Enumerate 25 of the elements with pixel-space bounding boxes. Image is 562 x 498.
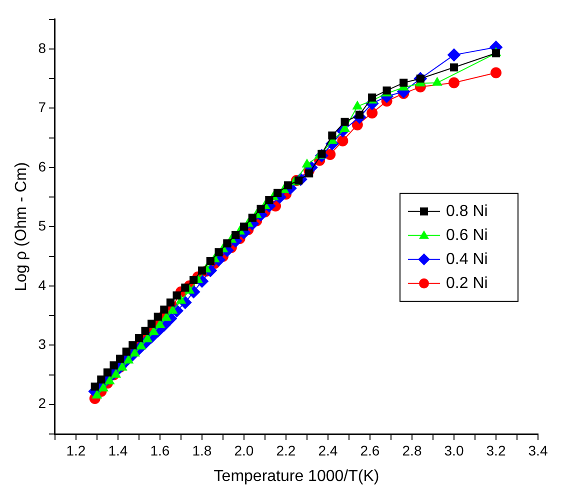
x-tick-label: 2.0 (234, 442, 254, 458)
legend-label: 0.6 Ni (446, 226, 488, 244)
legend-label: 0.2 Ni (446, 274, 488, 292)
x-tick-label: 1.8 (192, 442, 212, 458)
x-tick-label: 1.6 (150, 442, 170, 458)
x-tick-label: 2.4 (318, 442, 338, 458)
x-axis-title: Temperature 1000/T(K) (214, 468, 380, 485)
x-tick-label: 3.4 (528, 442, 548, 458)
x-tick-label: 2.2 (276, 442, 296, 458)
y-tick-label: 3 (38, 336, 46, 352)
x-tick-label: 3.0 (444, 442, 464, 458)
legend-label: 0.4 Ni (446, 250, 488, 268)
y-tick-label: 5 (38, 218, 46, 234)
y-tick-label: 2 (38, 395, 46, 412)
x-tick-label: 2.8 (402, 442, 422, 458)
y-tick-label: 8 (38, 40, 46, 56)
y-tick-label: 7 (38, 99, 46, 116)
y-tick-label: 4 (38, 276, 46, 293)
y-tick-label: 6 (38, 158, 46, 174)
legend-label: 0.8 Ni (446, 202, 488, 220)
x-tick-label: 1.2 (66, 442, 86, 458)
x-tick-label: 3.2 (486, 442, 506, 458)
y-axis-title: Log ρ (Ohm - Cm) (13, 162, 30, 292)
x-tick-label: 2.6 (360, 442, 380, 458)
x-tick-label: 1.4 (108, 442, 128, 458)
